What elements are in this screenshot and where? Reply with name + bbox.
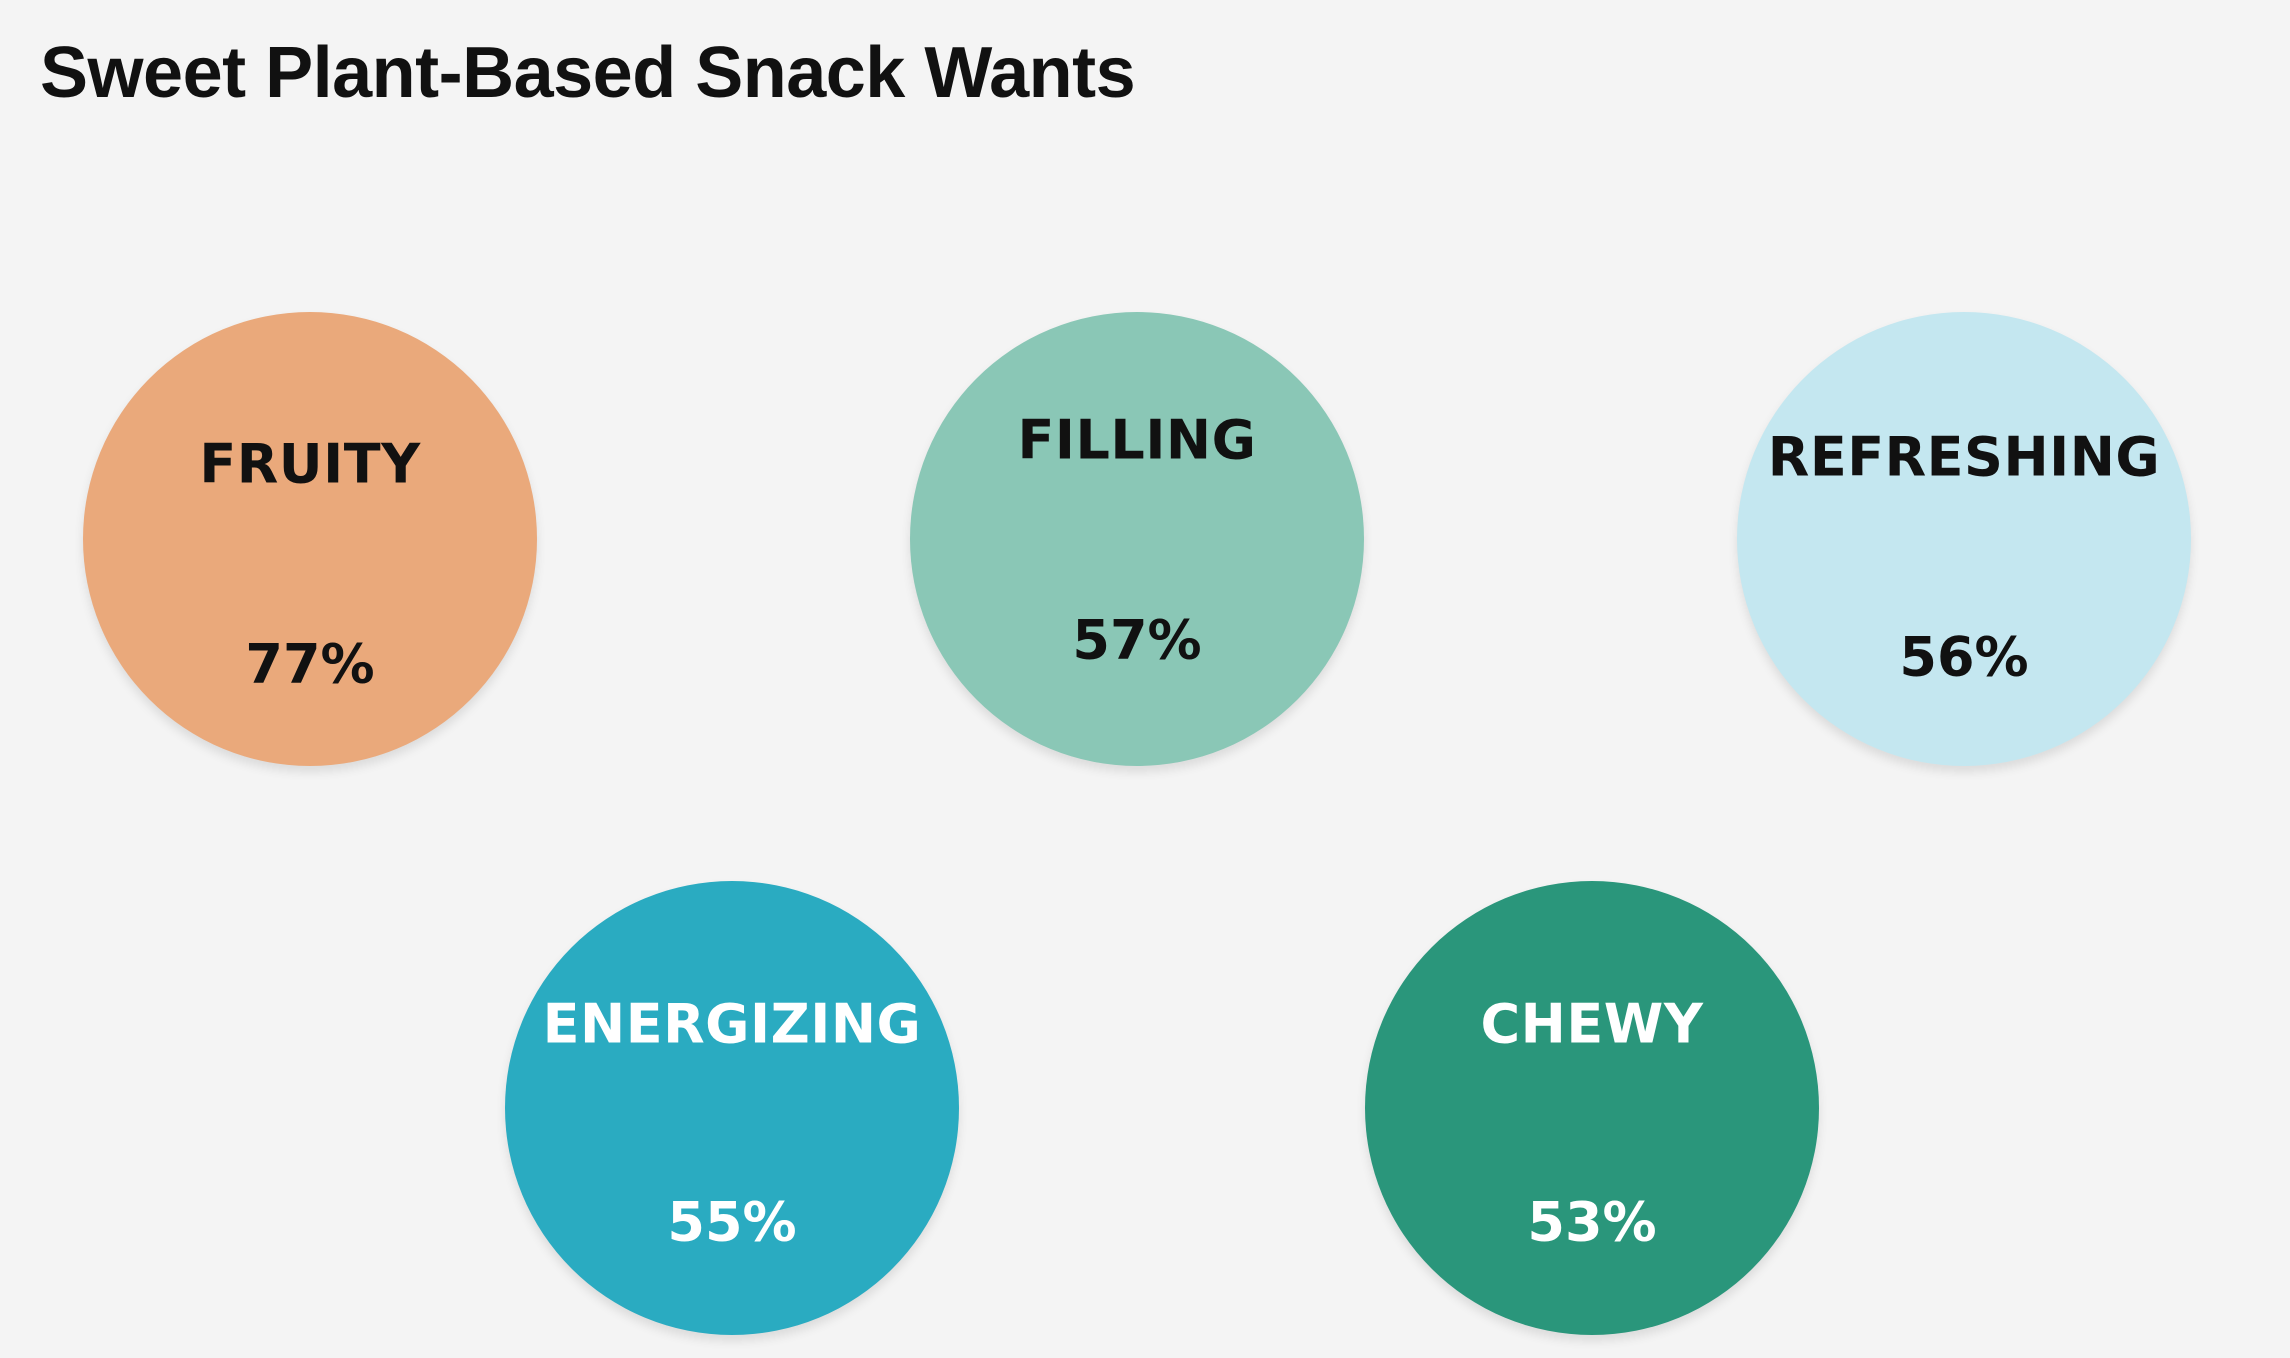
bubble-value-filling: 57% xyxy=(1072,608,1202,672)
bubble-refreshing: REFRESHING 56% xyxy=(1737,312,2191,766)
bubble-value-fruity: 77% xyxy=(245,632,375,696)
bubble-value-chewy: 53% xyxy=(1527,1190,1657,1254)
bubble-label-fruity: FRUITY xyxy=(199,432,421,496)
bubble-chewy: CHEWY 53% xyxy=(1365,881,1819,1335)
bubble-energizing: ENERGIZING 55% xyxy=(505,881,959,1335)
bubble-value-refreshing: 56% xyxy=(1899,625,2029,689)
bubble-value-energizing: 55% xyxy=(667,1190,797,1254)
chart-title: Sweet Plant-Based Snack Wants xyxy=(40,33,1136,113)
bubble-fruity: FRUITY 77% xyxy=(83,312,537,766)
bubble-label-energizing: ENERGIZING xyxy=(542,992,922,1056)
bubble-label-filling: FILLING xyxy=(1017,408,1257,472)
bubble-filling: FILLING 57% xyxy=(910,312,1364,766)
bubble-label-refreshing: REFRESHING xyxy=(1767,425,2161,489)
bubble-label-chewy: CHEWY xyxy=(1480,992,1704,1056)
